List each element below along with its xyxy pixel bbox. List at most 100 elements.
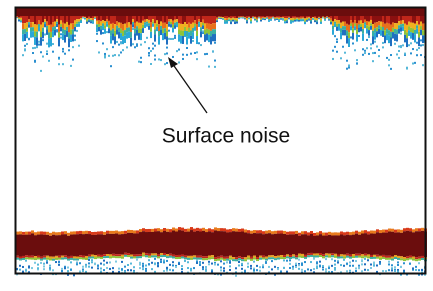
surface-streak xyxy=(406,38,408,47)
bottom-edge xyxy=(91,255,94,257)
bottom-edge xyxy=(118,231,121,234)
surface-streak xyxy=(146,22,148,24)
bottom-band xyxy=(283,234,286,255)
bottom-speck xyxy=(145,265,147,267)
surface-streak xyxy=(242,18,244,19)
bottom-speck xyxy=(412,267,414,269)
surface-streak xyxy=(390,16,392,25)
surface-streak xyxy=(114,16,116,24)
surface-speck xyxy=(136,45,138,47)
surface-streak xyxy=(96,24,98,27)
bottom-edge xyxy=(25,255,28,257)
surface-speck xyxy=(48,60,50,62)
surface-streak xyxy=(156,27,158,31)
annotation-label: Surface noise xyxy=(162,125,290,148)
bottom-edge xyxy=(40,259,43,261)
surface-streak xyxy=(302,19,304,20)
bottom-speck xyxy=(154,262,156,264)
bottom-edge xyxy=(280,257,283,259)
surface-speck xyxy=(388,59,390,61)
surface-streak xyxy=(308,16,310,17)
bottom-speck xyxy=(364,258,366,260)
surface-streak xyxy=(332,16,334,21)
surface-streak xyxy=(384,35,386,43)
surface-streak xyxy=(192,32,194,39)
surface-streak xyxy=(118,32,120,38)
bottom-speck xyxy=(106,262,108,264)
bottom-edge xyxy=(91,232,94,235)
bottom-edge xyxy=(67,259,70,261)
surface-speck xyxy=(52,43,54,45)
surface-streak xyxy=(142,25,144,28)
surface-streak xyxy=(34,24,36,31)
bottom-band xyxy=(85,234,88,256)
surface-speck xyxy=(386,57,388,59)
surface-streak xyxy=(422,16,424,24)
bottom-speck xyxy=(355,267,357,269)
surface-speck xyxy=(404,53,406,55)
surface-speck xyxy=(364,52,366,54)
surface-streak xyxy=(392,28,394,32)
surface-streak xyxy=(336,20,338,24)
surface-streak xyxy=(278,18,280,19)
bottom-edge xyxy=(112,231,115,234)
surface-streak xyxy=(270,16,272,17)
surface-streak xyxy=(398,25,400,28)
surface-streak xyxy=(218,16,220,17)
surface-streak xyxy=(346,30,348,35)
surface-streak xyxy=(342,30,344,36)
bottom-edge xyxy=(349,257,352,259)
bottom-edge xyxy=(163,228,166,231)
surface-streak xyxy=(292,18,294,20)
bottom-edge xyxy=(409,256,412,258)
surface-streak xyxy=(342,16,344,22)
bottom-speck xyxy=(220,266,222,268)
bottom-edge xyxy=(49,258,52,260)
bottom-speck xyxy=(295,266,297,268)
bottom-edge xyxy=(340,231,343,234)
bottom-band xyxy=(142,231,145,252)
surface-speck xyxy=(166,52,168,54)
bottom-edge xyxy=(67,233,70,236)
bottom-speck xyxy=(370,267,372,269)
surface-speck xyxy=(348,64,350,66)
surface-streak xyxy=(20,18,22,20)
bottom-edge xyxy=(340,254,343,256)
surface-streak xyxy=(284,21,286,23)
bottom-band xyxy=(238,232,241,256)
surface-streak xyxy=(386,16,388,23)
bottom-speck xyxy=(319,261,321,263)
surface-speck xyxy=(166,47,168,49)
surface-streak xyxy=(146,24,148,27)
bottom-speck xyxy=(325,258,327,260)
bottom-band xyxy=(211,232,214,255)
surface-streak xyxy=(92,20,94,21)
bottom-speck xyxy=(241,268,243,270)
surface-streak xyxy=(376,31,378,37)
bottom-band xyxy=(355,234,358,254)
bottom-edge xyxy=(304,257,307,259)
surface-streak xyxy=(222,18,224,19)
bottom-edge xyxy=(157,228,160,231)
surface-speck xyxy=(342,46,344,48)
surface-streak xyxy=(402,27,404,31)
surface-streak xyxy=(110,16,112,24)
bottom-speck xyxy=(235,267,237,269)
surface-streak xyxy=(222,17,224,18)
surface-streak xyxy=(394,29,396,34)
surface-streak xyxy=(162,16,164,23)
surface-streak xyxy=(264,18,266,19)
surface-streak xyxy=(120,16,122,23)
surface-streak xyxy=(338,16,340,20)
bottom-speck xyxy=(373,262,375,264)
surface-streak xyxy=(44,16,46,19)
surface-streak xyxy=(398,21,400,25)
bottom-speck xyxy=(208,263,210,265)
bottom-speck xyxy=(133,270,135,272)
surface-streak xyxy=(64,30,66,35)
bottom-edge xyxy=(43,256,46,258)
surface-streak xyxy=(220,18,222,19)
bottom-band xyxy=(295,234,298,255)
bottom-speck xyxy=(148,263,150,265)
bottom-speck xyxy=(397,261,399,263)
